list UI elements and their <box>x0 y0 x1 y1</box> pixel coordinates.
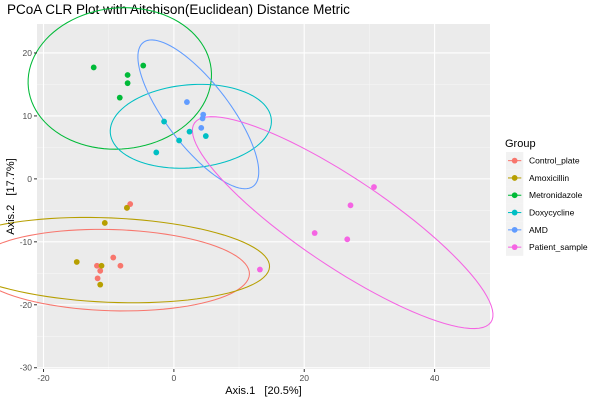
y-tick-label: 10 <box>23 111 33 121</box>
legend-label-doxycycline: Doxycycline <box>529 208 575 218</box>
data-point-control-plate <box>110 254 117 261</box>
ellipse-amoxicillin <box>0 216 271 304</box>
y-tick-label: -30 <box>20 363 33 373</box>
data-point-amoxicillin <box>98 262 105 269</box>
data-point-amoxicillin <box>124 204 130 211</box>
data-point-doxycycline <box>202 133 209 139</box>
confidence-ellipses <box>0 7 494 330</box>
ellipse-metronidazole <box>27 7 212 150</box>
x-tick-label: 0 <box>172 373 177 383</box>
x-tick-label: -20 <box>37 373 50 383</box>
data-point-doxycycline <box>153 149 160 156</box>
data-point-amoxicillin <box>97 281 104 288</box>
data-point-control-plate <box>97 267 104 274</box>
major-gridlines <box>37 24 490 369</box>
data-point-control-plate <box>94 275 101 282</box>
legend-label-amd: AMD <box>529 225 548 235</box>
y-tick-label: -10 <box>20 237 33 247</box>
legend-dot-doxycycline <box>511 209 518 216</box>
legend: Group Control_plate Amoxicillin Metronidaz… <box>505 138 588 256</box>
chart-title: PCoA CLR Plot with Aitchison(Euclidean) … <box>7 2 350 17</box>
data-point-patient-sample <box>347 202 354 209</box>
data-point-doxycycline <box>176 137 182 144</box>
ellipse-patient-sample <box>191 116 494 330</box>
legend-dot-patient-sample <box>511 244 518 251</box>
data-point-metronidazole <box>140 62 147 69</box>
ellipse-amd <box>137 39 260 190</box>
legend-dot-control-plate <box>511 157 518 164</box>
data-point-doxycycline <box>186 128 193 135</box>
ellipse-doxycycline <box>109 83 272 169</box>
data-point-metronidazole <box>90 64 97 71</box>
data-point-patient-sample <box>371 184 377 190</box>
legend-dot-amd <box>511 226 518 233</box>
legend-items: Control_plate Amoxicillin Metronidazole Dox… <box>506 152 588 256</box>
minor-gridlines <box>37 24 490 369</box>
y-tick-label: 20 <box>23 48 33 58</box>
data-point-doxycycline <box>161 118 168 125</box>
data-point-control-plate <box>94 262 100 269</box>
y-tick-label: -20 <box>20 300 33 310</box>
data-point-patient-sample <box>257 266 263 273</box>
legend-label-amoxicillin: Amoxicillin <box>529 173 569 183</box>
legend-label-metronidazole: Metronidazole <box>529 190 583 200</box>
legend-title: Group <box>505 138 536 150</box>
x-axis-ticks: -20 0 20 40 <box>37 369 440 383</box>
x-tick-label: 40 <box>430 373 440 383</box>
data-point-amd <box>198 124 205 131</box>
legend-dot-amoxicillin <box>511 175 518 181</box>
y-tick-label: 0 <box>27 174 32 184</box>
data-point-control-plate <box>117 262 124 269</box>
data-point-amd <box>184 99 190 105</box>
data-point-control-plate <box>127 201 134 207</box>
y-axis-ticks: -30 -20 -10 0 10 20 <box>20 48 37 373</box>
data-point-amoxicillin <box>101 220 108 226</box>
data-point-patient-sample <box>344 236 351 243</box>
x-tick-label: 20 <box>300 373 310 383</box>
y-axis-label: Axis.2 [17.7%] <box>5 158 17 234</box>
ellipse-control-plate <box>0 228 250 312</box>
data-point-metronidazole <box>124 80 131 87</box>
data-point-patient-sample <box>311 230 318 236</box>
legend-label-patient-sample: Patient_sample <box>529 242 588 252</box>
plot-panel <box>37 24 490 369</box>
data-point-metronidazole <box>124 72 131 78</box>
data-points <box>73 62 377 288</box>
data-point-metronidazole <box>116 94 123 101</box>
legend-dot-metronidazole <box>511 192 518 199</box>
x-axis-label: Axis.1 [20.5%] <box>225 385 301 397</box>
legend-label-control-plate: Control_plate <box>529 156 580 166</box>
data-point-amoxicillin <box>73 259 80 265</box>
data-point-amd <box>199 115 206 122</box>
